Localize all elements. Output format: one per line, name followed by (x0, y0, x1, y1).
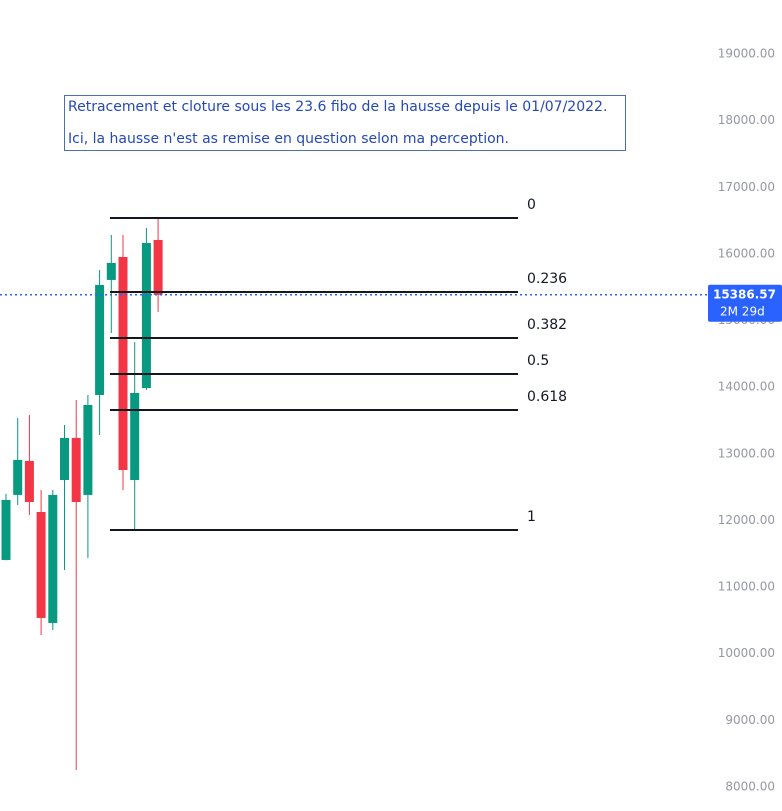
y-tick-label: 19000.00 (718, 46, 775, 60)
fib-label: 0.382 (527, 317, 567, 333)
candle-body (36, 511, 46, 618)
fib-label: 0.618 (527, 389, 567, 405)
candle-body (24, 460, 34, 502)
fib-label: 0.236 (527, 271, 567, 287)
y-tick-label: 18000.00 (718, 113, 775, 127)
y-tick-label: 9000.00 (725, 713, 775, 727)
annotation-text: Ici, la hausse n'est as remise en questi… (68, 131, 509, 147)
candle-body (95, 284, 105, 395)
candle-body (13, 459, 23, 495)
last-price-label: 15386.57 (713, 287, 776, 301)
y-tick-label: 14000.00 (718, 380, 775, 394)
y-tick-label: 17000.00 (718, 180, 775, 194)
y-tick-label: 16000.00 (718, 246, 775, 260)
candle-body (71, 437, 81, 502)
y-tick-label: 11000.00 (718, 580, 775, 594)
y-tick-label: 8000.00 (725, 780, 775, 794)
candle-body (1, 499, 11, 560)
fib-label: 1 (527, 509, 536, 525)
candle-body (153, 239, 163, 295)
annotation-text: Retracement et cloture sous les 23.6 fib… (68, 99, 607, 115)
candle-body (118, 256, 128, 471)
candle-body (130, 392, 140, 481)
fib-label: 0 (527, 197, 536, 213)
candle-body (83, 404, 93, 495)
y-tick-label: 13000.00 (718, 446, 775, 460)
candle-body (106, 262, 116, 280)
y-tick-label: 10000.00 (718, 646, 775, 660)
annotation-box (64, 95, 626, 151)
last-price-box (708, 284, 782, 322)
candle-body (141, 242, 151, 388)
fib-label: 0.5 (527, 353, 549, 369)
candle-body (60, 437, 69, 481)
countdown-label: 2M 29d (720, 304, 765, 318)
y-tick-label: 12000.00 (718, 513, 775, 527)
candle-body (48, 494, 58, 623)
